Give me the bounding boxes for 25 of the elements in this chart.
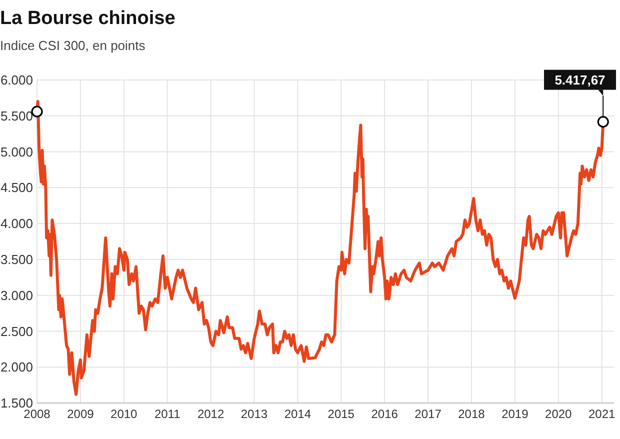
y-tick-label: 4.000 [0,216,33,232]
y-tick-label: 5.000 [0,144,33,160]
x-tick-label: 2010 [110,407,138,421]
chart-title: La Bourse chinoise [0,8,176,29]
x-tick-label: 2016 [371,407,398,421]
x-tick-label: 2019 [502,407,529,421]
x-tick-label: 2018 [458,407,486,421]
x-tick-label: 2017 [414,407,442,421]
y-tick-label: 3.000 [0,288,33,303]
y-tick-label: 3.500 [0,252,33,267]
chart-subtitle: Indice CSI 300, en points [0,38,146,53]
y-tick-label: 6.000 [0,72,33,88]
y-tick-label: 4.500 [0,180,33,196]
y-tick-label: 5.500 [0,108,33,124]
x-tick-label: 2015 [328,407,355,421]
y-tick-label: 2.500 [0,324,33,339]
x-tick-label: 2021 [588,407,616,421]
x-tick-label: 2012 [197,407,224,421]
x-tick-label: 2011 [154,407,181,421]
x-tick-label: 2009 [67,407,94,421]
x-tick-label: 2014 [284,407,312,421]
y-tick-label: 2.000 [0,360,33,375]
x-tick-label: 2020 [545,407,572,421]
annotation: 5.417,67 [554,72,606,88]
x-tick-label: 2013 [240,407,268,421]
